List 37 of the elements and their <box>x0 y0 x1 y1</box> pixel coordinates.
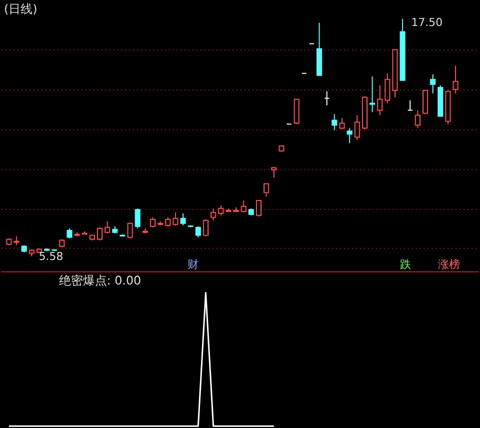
candlestick <box>452 65 458 94</box>
candlestick <box>324 90 330 106</box>
candlestick <box>195 226 201 238</box>
candlestick <box>370 76 376 113</box>
candlestick <box>172 212 178 226</box>
candlestick <box>180 212 186 226</box>
candlestick <box>218 204 224 216</box>
annotation: 涨榜 <box>438 258 460 271</box>
annotation: 5.58 <box>38 250 64 263</box>
chart-title: 绝密爆点: 0.00 <box>58 274 142 288</box>
candlestick <box>264 183 270 198</box>
candlestick <box>256 200 262 217</box>
candlestick <box>384 72 390 104</box>
candlestick <box>332 114 338 131</box>
candlestick <box>354 114 360 141</box>
candlestick <box>210 208 216 221</box>
candlestick <box>97 226 103 241</box>
candlestick <box>150 216 156 228</box>
candlestick <box>127 222 133 239</box>
annotation: 财 <box>188 258 199 271</box>
candlestick <box>346 128 352 144</box>
candlestick <box>134 208 140 229</box>
candlestick <box>240 200 246 213</box>
candlestick <box>271 166 277 178</box>
candlestick <box>339 118 345 130</box>
chart-title: (日线) <box>4 2 38 16</box>
candlestick <box>202 218 209 237</box>
candlestick <box>422 90 428 115</box>
annotation: 跌 <box>400 258 411 271</box>
annotation: 17.50 <box>411 16 443 29</box>
candlestick <box>66 228 72 239</box>
candlestick <box>104 220 110 234</box>
candlestick <box>430 74 436 94</box>
candlestick <box>377 84 383 116</box>
candlestick <box>294 98 300 125</box>
candlestick <box>407 100 413 111</box>
candlestick <box>414 110 420 129</box>
